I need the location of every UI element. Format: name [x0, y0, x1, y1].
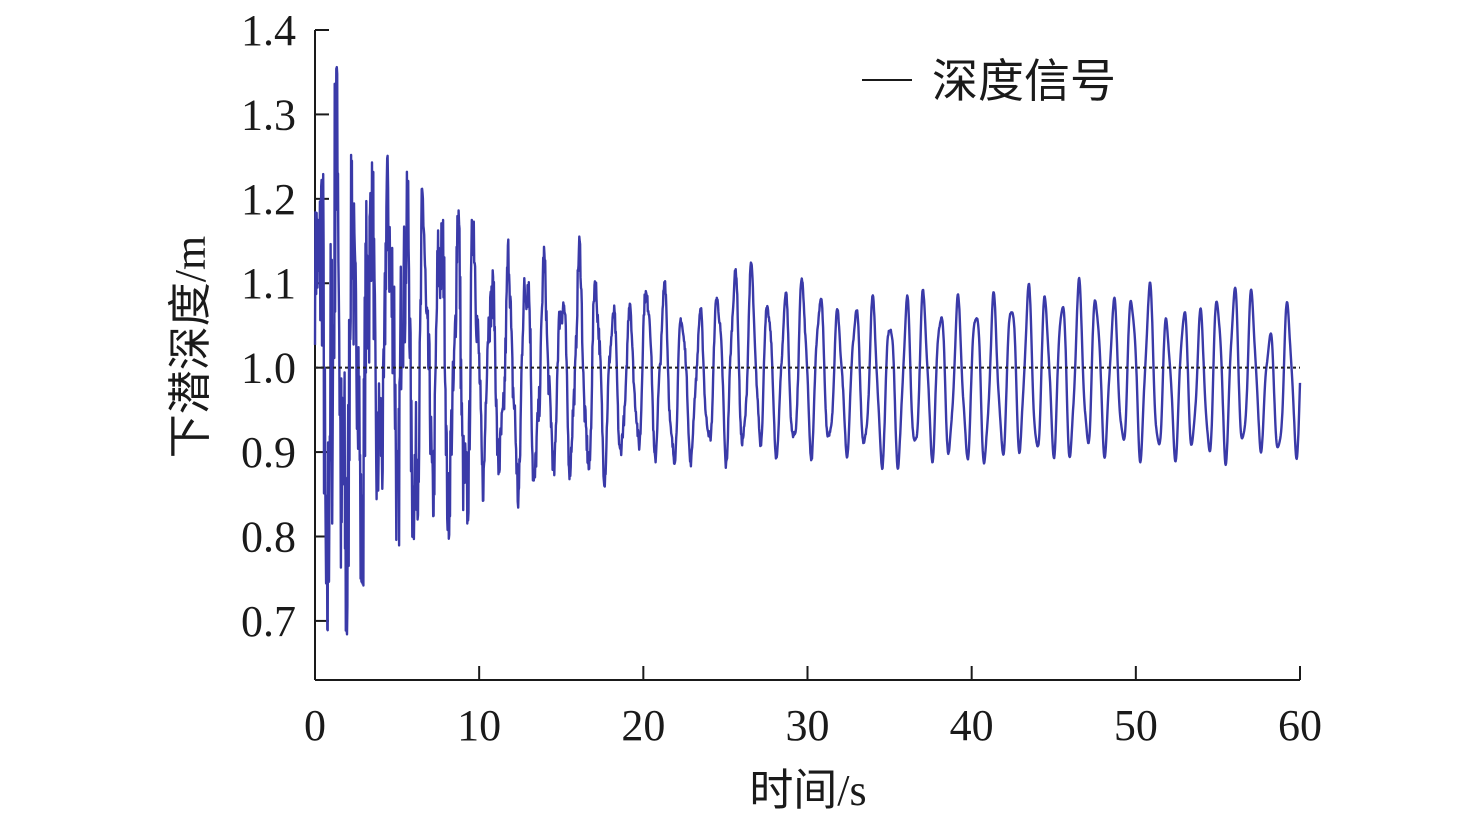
y-tick-label: 0.7 — [241, 597, 296, 646]
axes-layer: 0 10 20 30 40 50 60 0.7 0.8 0.9 1.0 1.1 1.2 1.3 1.4 — [241, 6, 1322, 750]
x-tick-label: 20 — [621, 701, 665, 750]
x-tick-label: 0 — [304, 701, 326, 750]
series-layer — [313, 65, 1302, 636]
legend-label-depth-signal: 深度信号 — [932, 56, 1116, 107]
y-tick-label: 1.4 — [241, 6, 296, 55]
legend: 深度信号 — [862, 56, 1116, 107]
y-tick-label: 1.0 — [241, 344, 296, 393]
x-tick-label: 40 — [950, 701, 994, 750]
x-tick-label: 30 — [786, 701, 830, 750]
x-axis-label: 时间/s — [749, 766, 866, 815]
y-tick-label: 1.2 — [241, 175, 296, 224]
y-tick-label: 0.9 — [241, 428, 296, 477]
x-tick-label: 10 — [457, 701, 501, 750]
x-tick-label: 60 — [1278, 701, 1322, 750]
x-tick-label: 50 — [1114, 701, 1158, 750]
y-tick-label: 1.1 — [241, 259, 296, 308]
y-axis-label: 下潜深度/m — [166, 236, 215, 458]
y-tick-label: 0.8 — [241, 512, 296, 561]
series-line-depth-signal — [313, 65, 1302, 636]
y-tick-label: 1.3 — [241, 90, 296, 139]
